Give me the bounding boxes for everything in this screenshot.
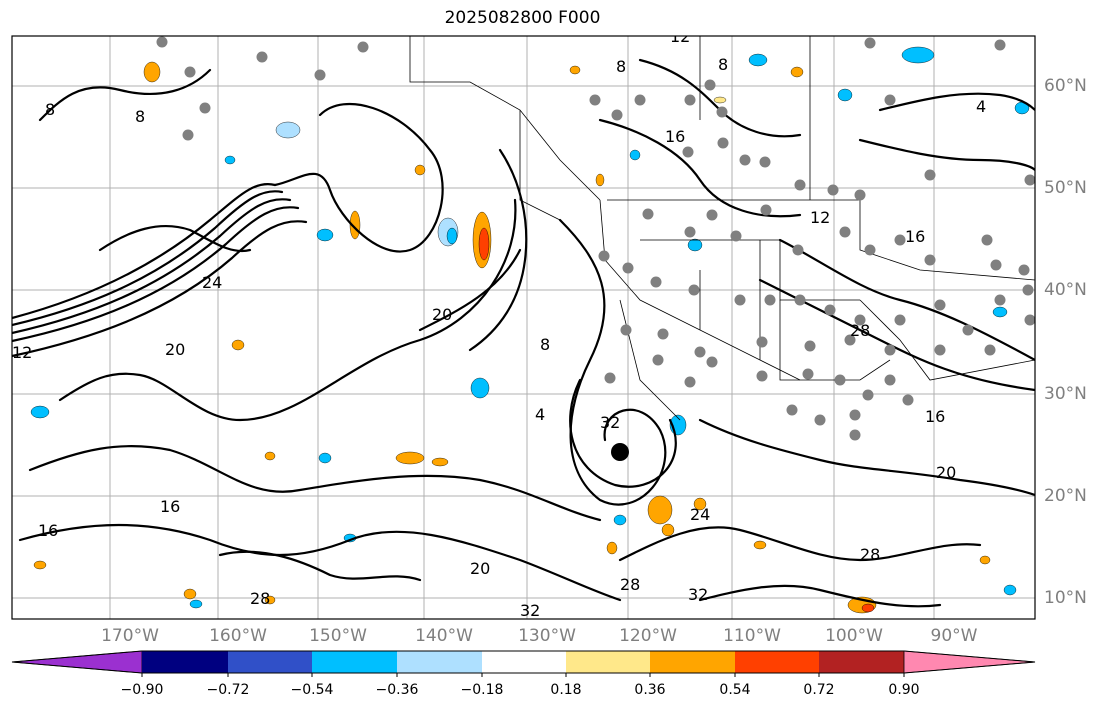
colorbar-segment	[397, 651, 482, 673]
colorbar-tick-label: 0.90	[888, 682, 919, 698]
colorbar-tick-label: −0.54	[291, 682, 334, 698]
colorbar-tick-label: −0.90	[121, 682, 164, 698]
colorbar-segment	[228, 651, 312, 673]
colorbar-segment	[735, 651, 819, 673]
colorbar-segment	[312, 651, 397, 673]
colorbar-tick-label: −0.18	[461, 682, 504, 698]
colorbar-tick-label: −0.72	[207, 682, 250, 698]
colorbar-segment	[819, 651, 904, 673]
colorbar-segment	[650, 651, 735, 673]
colorbar-tick-label: 0.72	[803, 682, 834, 698]
colorbar-segment	[12, 651, 142, 673]
colorbar-tick-label: −0.36	[376, 682, 419, 698]
colorbar-segment	[904, 651, 1035, 673]
colorbar-tick-label: 0.36	[634, 682, 665, 698]
colorbar-segment	[482, 651, 566, 673]
colorbar-segment	[566, 651, 650, 673]
colorbar-tick-label: 0.18	[550, 682, 581, 698]
colorbar-tick-label: 0.54	[719, 682, 750, 698]
colorbar-segment	[142, 651, 228, 673]
